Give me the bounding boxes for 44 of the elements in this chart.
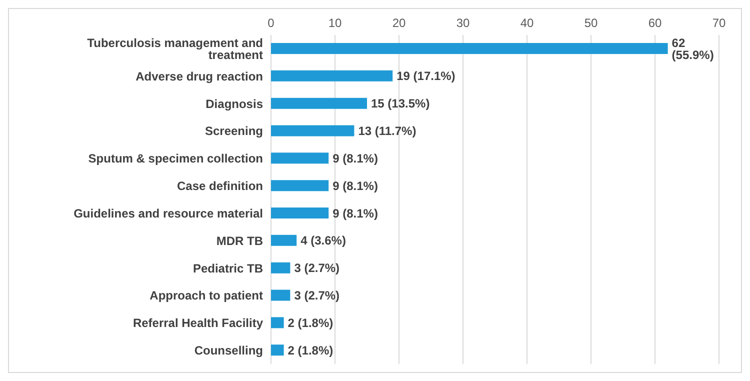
x-tick-label: 70 (712, 16, 726, 30)
data-label: 13 (11.7%) (358, 124, 416, 138)
data-label: 15 (13.5%) (371, 96, 430, 111)
data-label: 4 (3.6%) (300, 234, 346, 248)
x-tick-label: 60 (648, 16, 662, 30)
x-tick-label: 50 (584, 16, 598, 30)
x-tick-label: 20 (392, 16, 406, 30)
bar (271, 98, 367, 109)
y-tick-label: Screening (204, 124, 263, 138)
y-tick-label: Adverse drug reaction (136, 69, 263, 84)
y-tick-label: Approach to patient (150, 288, 263, 303)
bar (271, 290, 290, 301)
y-tick-label: Counselling (194, 344, 263, 358)
y-tick-label: Referral Health Facility (132, 316, 264, 330)
data-label: 3 (2.7%) (294, 288, 340, 303)
bar (271, 262, 290, 274)
bar (271, 125, 354, 136)
bar (271, 43, 668, 54)
bar (271, 208, 329, 218)
data-label: 2 (1.8%) (288, 316, 334, 330)
x-tick-label: 10 (328, 16, 342, 30)
y-tick-label: Case definition (176, 179, 263, 194)
data-label: 19 (17.1%) (396, 69, 456, 84)
data-label: 2 (1.8%) (288, 343, 334, 358)
bar (271, 317, 284, 328)
bar (271, 344, 284, 356)
data-label: 62 (55.9%) (672, 36, 714, 62)
y-tick-label: Guidelines and resource material (74, 206, 263, 220)
data-label: 9 (8.1%) (332, 206, 378, 220)
x-tick-label: 0 (268, 16, 275, 30)
x-tick-label: 40 (520, 16, 534, 30)
y-tick-label: Diagnosis (206, 96, 264, 111)
y-tick-label: Tuberculosis management and treatment (87, 36, 263, 62)
bar (271, 180, 329, 192)
bar (271, 152, 329, 164)
y-tick-label: Sputum & specimen collection (88, 152, 263, 166)
bar (271, 234, 297, 246)
data-label: 9 (8.1%) (332, 178, 378, 193)
y-tick-label: Pediatric TB (192, 261, 264, 276)
bar (271, 70, 393, 82)
data-label: 3 (2.7%) (294, 261, 340, 276)
data-label: 9 (8.1%) (332, 151, 378, 166)
y-tick-label: MDR TB (216, 234, 264, 248)
x-tick-label: 30 (456, 16, 470, 30)
